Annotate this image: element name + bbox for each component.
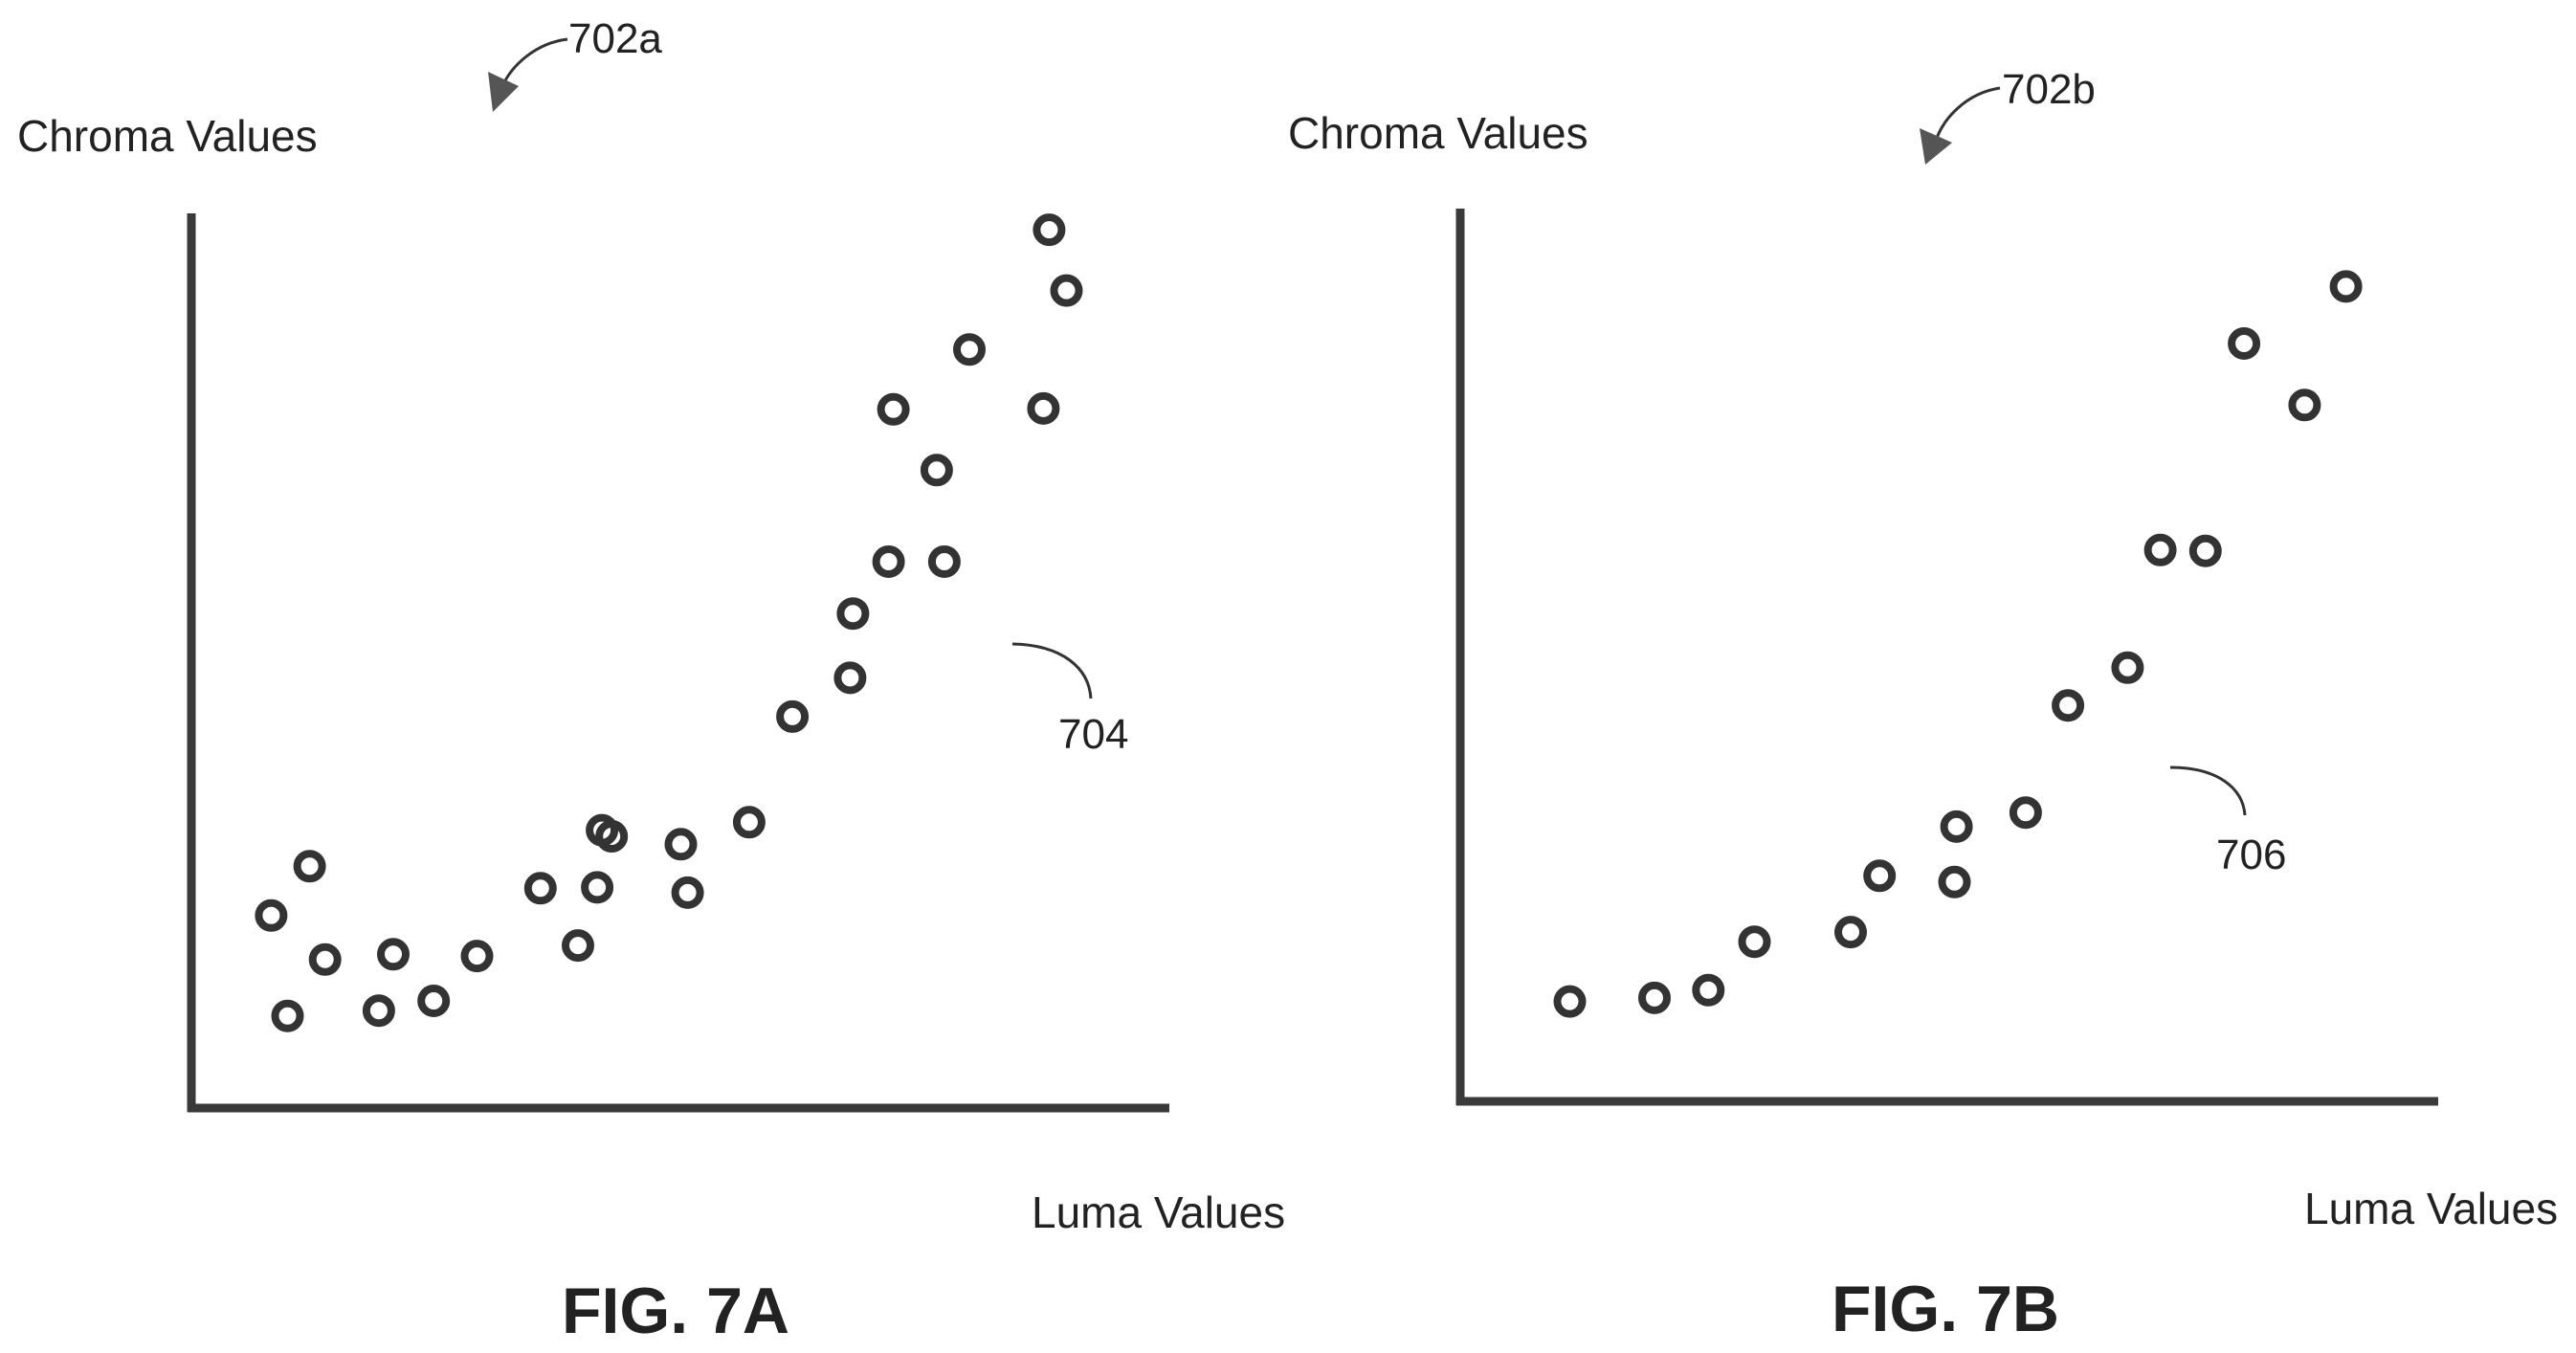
data-point [2288, 388, 2321, 422]
data-point [732, 806, 766, 839]
data-point [1033, 213, 1066, 247]
data-point [1738, 925, 1771, 959]
data-point [255, 898, 288, 932]
data-point [1938, 865, 1971, 898]
data-point [872, 545, 905, 578]
data-point [562, 929, 594, 963]
data-point [1553, 985, 1587, 1018]
data-point [581, 871, 614, 904]
data-point [776, 699, 810, 733]
data-point [2228, 327, 2261, 360]
data-point [1692, 973, 1725, 1007]
ref-pointer-line [500, 37, 568, 87]
ref-pointer-arrowhead [488, 72, 519, 112]
data-point [1940, 810, 1973, 843]
data-point [2188, 534, 2222, 567]
figure-label: FIG. 7A [562, 1275, 789, 1347]
x-axis-title: Luma Values [1032, 1187, 1285, 1237]
data-point [1050, 274, 1083, 307]
data-point [836, 597, 870, 631]
cluster-label: 706 [2216, 832, 2286, 878]
cluster-leader-line [2169, 765, 2247, 816]
data-point [664, 828, 698, 861]
figure-label: FIG. 7B [1832, 1273, 2059, 1345]
data-point [2329, 270, 2363, 303]
ref-pointer-arrowhead [1920, 128, 1952, 165]
data-point [920, 454, 953, 487]
chart-fig-7a: Chroma Values Luma Values 704 702a FIG. … [17, 15, 1285, 1347]
data-point [523, 872, 557, 905]
data-point [377, 938, 410, 971]
cluster-leader-line [1011, 642, 1093, 699]
data-point [1027, 391, 1060, 425]
data-point [1638, 981, 1671, 1014]
data-point [953, 333, 986, 366]
data-point [2143, 533, 2177, 566]
figure-reference-number: 702b [2002, 66, 2096, 113]
data-point [460, 940, 494, 973]
data-point [2111, 651, 2144, 684]
data-point [2052, 689, 2085, 722]
chart-fig-7b: Chroma Values Luma Values 706 702b FIG. … [1288, 66, 2558, 1345]
ref-pointer-line [1933, 86, 2001, 144]
data-point [293, 850, 326, 883]
data-point [271, 999, 304, 1032]
figure-reference-number: 702a [568, 15, 662, 62]
scatter-points [255, 213, 1083, 1032]
data-point [1834, 916, 1867, 949]
data-point [417, 985, 451, 1017]
data-point [595, 820, 629, 853]
y-axis-title: Chroma Values [17, 111, 318, 161]
data-point [671, 876, 704, 909]
data-point [1863, 859, 1897, 893]
y-axis-title: Chroma Values [1288, 108, 1588, 158]
data-point [362, 994, 395, 1028]
data-point [308, 943, 342, 976]
data-point [2009, 796, 2042, 830]
data-point [833, 661, 867, 695]
scatter-points [1553, 270, 2363, 1018]
cluster-label: 704 [1058, 711, 1128, 758]
data-point [877, 392, 910, 426]
x-axis-title: Luma Values [2304, 1184, 2558, 1233]
data-point [927, 545, 961, 578]
